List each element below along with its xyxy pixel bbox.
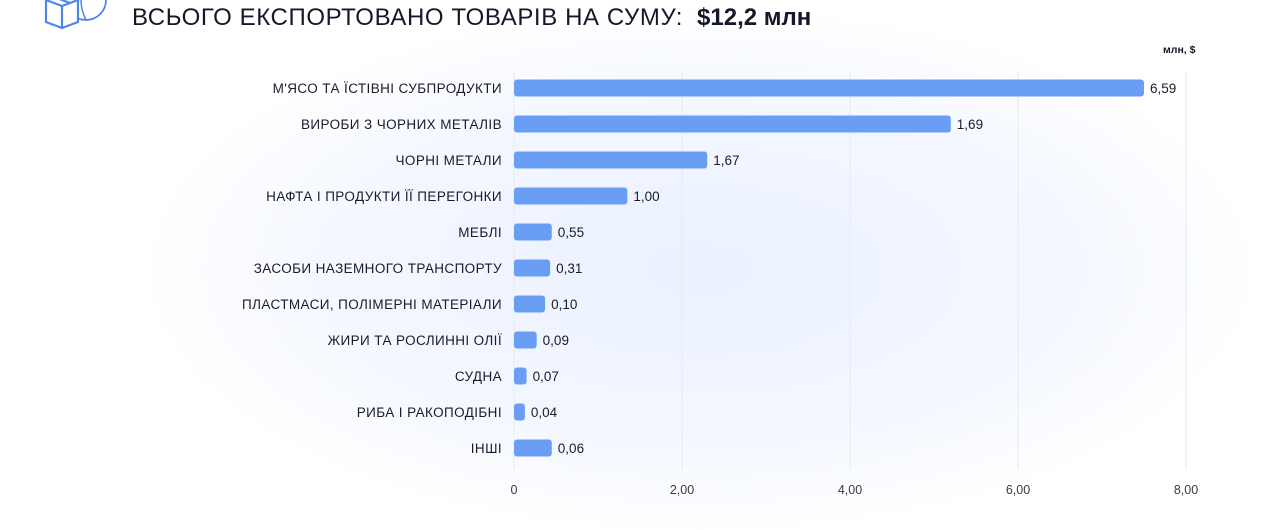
x-tick-label: 4,00 [838,483,862,497]
bar [514,331,537,349]
export-box-globe-icon [44,0,107,30]
value-label: 0,09 [543,333,569,348]
value-label: 0,31 [556,261,582,276]
value-label: 6,59 [1150,81,1176,96]
x-tick-label: 2,00 [670,483,694,497]
bar [514,151,708,169]
category-label: ЧОРНІ МЕТАЛИ [396,153,502,168]
x-tick-label: 8,00 [1174,483,1198,497]
category-label: М'ЯСО ТА ЇСТІВНІ СУБПРОДУКТИ [273,81,502,96]
category-label: МЕБЛІ [458,225,502,240]
x-tick-label: 6,00 [1006,483,1030,497]
unit-label: млн, $ [1163,44,1196,56]
category-label: СУДНА [455,369,502,384]
category-label: ІНШІ [471,441,502,456]
bar [514,295,546,313]
category-label: ЗАСОБИ НАЗЕМНОГО ТРАНСПОРТУ [254,261,502,276]
value-label: 1,00 [633,189,659,204]
x-tick-label: 0 [511,483,518,497]
background-glow [150,10,1250,530]
category-label: НАФТА І ПРОДУКТИ ЇЇ ПЕРЕГОНКИ [266,189,502,204]
category-label: РИБА І РАКОПОДІБНІ [357,405,502,420]
bar-chart: 0 2,00 4,00 6,00 8,00 М'ЯСО ТА ЇСТІВНІ СУБПРО… [242,72,1198,497]
total-value: $12,2 млн [697,4,812,31]
bar [514,259,551,277]
bar [514,367,527,385]
value-label: 0,55 [558,225,584,240]
value-label: 0,06 [558,441,584,456]
bar [514,223,552,241]
bar [514,115,951,133]
value-label: 0,04 [531,405,558,420]
value-label: 1,69 [957,117,983,132]
value-label: 1,67 [713,153,739,168]
bar [514,439,552,457]
title-label: ВСЬОГО ЕКСПОРТОВАНО ТОВАРІВ НА СУМУ: [132,4,684,31]
bar [514,187,628,205]
bar [514,403,525,421]
category-label: ЖИРИ ТА РОСЛИННІ ОЛІЇ [328,333,502,348]
bar [514,79,1144,97]
category-label: ПЛАСТМАСИ, ПОЛІМЕРНІ МАТЕРІАЛИ [242,297,502,312]
page-title: ВСЬОГО ЕКСПОРТОВАНО ТОВАРІВ НА СУМУ: $12… [132,4,811,34]
value-label: 0,07 [533,369,559,384]
category-label: ВИРОБИ З ЧОРНИХ МЕТАЛІВ [301,117,502,132]
value-label: 0,10 [551,297,577,312]
